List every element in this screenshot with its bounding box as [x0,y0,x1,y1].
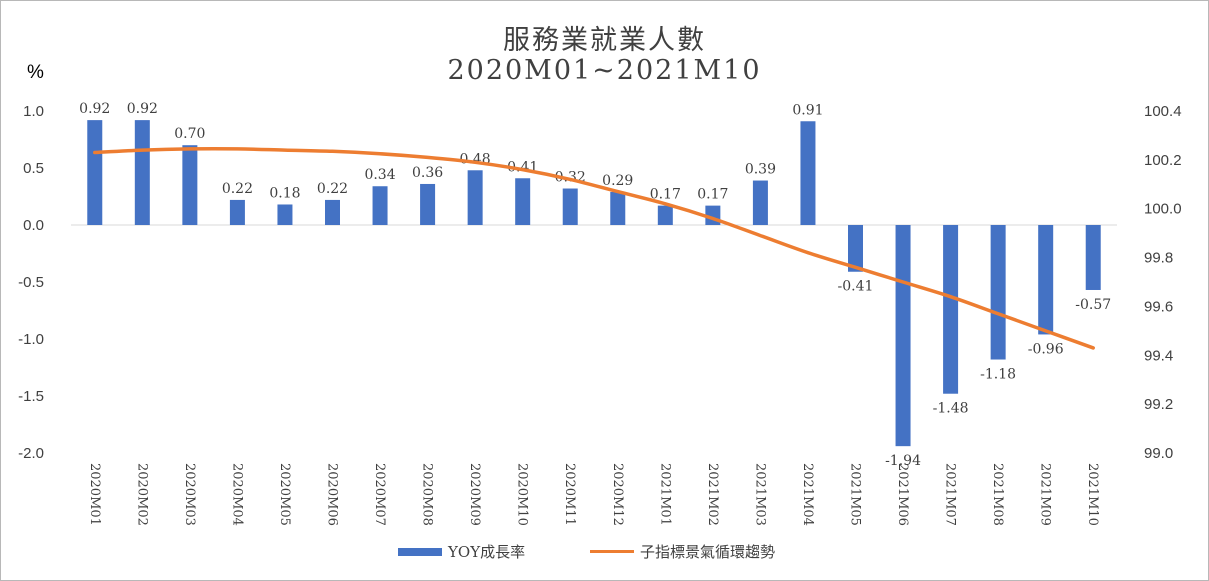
bar-data-label: 0.22 [317,181,348,197]
bar [1038,225,1054,335]
bar [562,188,578,225]
x-tick-label: 2020M07 [372,463,387,526]
bar-data-label: -1.94 [885,453,921,469]
x-tick-label: 2021M07 [943,463,958,526]
bar [1085,225,1101,290]
y-right-tick-label: 99.4 [1144,347,1173,364]
bar [87,120,103,225]
bar-data-label: -1.18 [980,367,1016,383]
x-tick-label: 2020M08 [420,463,435,526]
bar [325,199,340,225]
bar [943,225,959,394]
bar-data-label: 0.18 [269,185,300,201]
chart-title: 服務業就業人數 [503,25,706,56]
y-axis-unit-label: % [27,62,44,83]
y-left-tick-label: -1.0 [18,331,44,348]
x-tick-label: 2020M12 [610,463,625,526]
x-tick-label: 2021M09 [1038,463,1053,526]
trend-line [93,146,1095,350]
x-tick-label: 2020M03 [182,463,197,526]
bar-data-label: -1.48 [933,401,969,417]
bar [277,204,293,225]
bar-data-label: -0.96 [1028,341,1064,357]
legend-label-line: 子指標景氣循環趨勢 [640,543,776,561]
x-tick-label: 2020M04 [229,463,244,526]
bar [752,180,768,225]
y-left-tick-label: 1.0 [23,103,44,120]
bar-data-label: 0.34 [364,167,395,183]
x-tick-label: 2020M11 [562,463,577,526]
x-tick-label: 2021M01 [657,463,672,526]
bar-data-label: -0.41 [838,279,874,295]
bar [657,205,673,225]
bar [990,225,1006,360]
legend-item-line: 子指標景氣循環趨勢 [590,541,775,562]
bar [800,121,816,225]
y-right-tick-label: 100.2 [1144,152,1182,169]
x-tick-label: 2020M02 [134,463,149,526]
bar-data-label: 0.17 [697,187,728,203]
bar [515,178,531,225]
legend-item-bar: YOY成長率 [398,541,525,562]
y-left-tick-label: -1.5 [18,388,44,405]
y-left-tick-label: 0.5 [23,160,44,177]
bar [610,191,626,225]
legend-swatch-bar [398,547,442,556]
y-left-tick-label: -0.5 [18,274,44,291]
x-tick-label: 2020M09 [467,463,482,526]
bar-data-label: 0.17 [650,187,681,203]
legend-swatch-line [590,550,634,553]
x-tick-label: 2021M05 [848,463,863,526]
y-left-tick-label: 0.0 [23,217,44,234]
y-left-tick-label: -2.0 [18,445,44,462]
bar-data-label: 0.91 [792,102,823,118]
bar [848,225,863,272]
y-right-tick-label: 100.0 [1144,201,1182,218]
bar [229,199,245,225]
bar [134,120,150,225]
x-tick-label: 2021M04 [800,463,815,526]
legend-label-bar: YOY成長率 [448,543,526,561]
bar [467,170,483,225]
bar-data-label: 0.92 [79,101,110,117]
bar [372,186,388,225]
bar-data-label: 0.92 [127,101,158,117]
bar-data-label: 0.70 [174,126,205,142]
x-tick-label: 2021M03 [752,463,767,526]
x-tick-label: 2020M06 [325,463,340,526]
x-tick-label: 2020M10 [515,463,530,526]
x-tick-label: 2021M02 [705,463,720,526]
bar-data-label: 0.39 [745,162,776,178]
x-tick-label: 2021M06 [895,463,910,526]
y-right-tick-label: 99.0 [1144,445,1173,462]
bar-data-label: 0.29 [602,173,633,189]
bar-data-label: -0.57 [1075,297,1111,313]
x-tick-label: 2020M01 [87,463,102,526]
y-right-tick-label: 99.2 [1144,396,1173,413]
bar-data-label: 0.36 [412,165,443,181]
y-right-tick-label: 100.4 [1144,103,1182,120]
bar-data-label: 0.22 [222,181,253,197]
x-tick-label: 2020M05 [277,463,292,526]
bar [420,183,436,225]
y-right-tick-label: 99.6 [1144,298,1173,315]
bar [895,225,911,447]
y-right-tick-label: 99.8 [1144,250,1173,267]
bar [182,145,198,225]
x-tick-label: 2021M10 [1085,463,1100,526]
chart-subtitle: 2020M01~2021M10 [447,55,762,86]
x-tick-label: 2021M08 [990,463,1005,526]
